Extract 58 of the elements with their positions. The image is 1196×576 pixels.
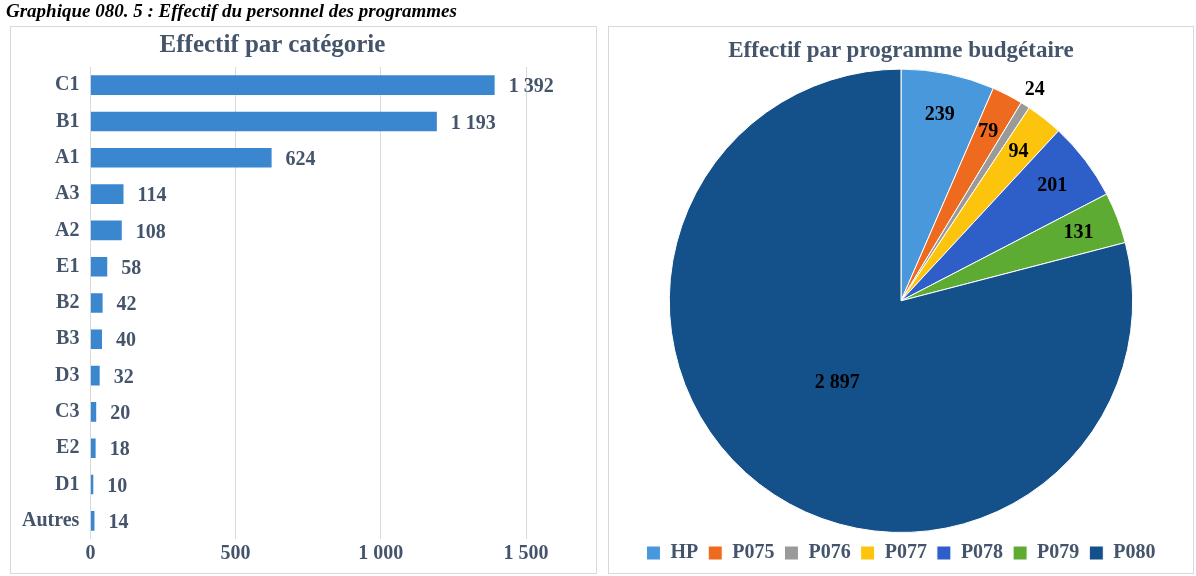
bar	[90, 147, 272, 168]
y-tick-label: A1	[54, 144, 80, 167]
data-label: 108	[135, 219, 166, 242]
y-tick-label: A3	[54, 181, 80, 204]
data-label: 79	[978, 119, 999, 142]
bar	[90, 438, 96, 459]
bar	[90, 184, 124, 204]
data-label: 20	[110, 401, 131, 424]
data-label: 40	[116, 328, 137, 351]
data-label: 32	[113, 364, 134, 387]
y-tick-label: C1	[54, 72, 80, 95]
data-label: 2 897	[814, 370, 860, 393]
y-tick-label: A2	[54, 217, 80, 240]
data-label: 131	[1063, 219, 1094, 242]
data-label: 201	[1037, 172, 1068, 195]
bar	[90, 111, 437, 132]
data-label: 1 193	[450, 110, 496, 133]
data-label: 18	[109, 437, 130, 460]
data-label: 114	[137, 183, 167, 206]
legend-label: P075	[732, 540, 775, 563]
y-tick-label: Autres	[22, 508, 80, 531]
x-tick-label: 0	[85, 541, 96, 564]
bar	[90, 293, 103, 313]
bar	[90, 329, 103, 350]
data-label: 1 392	[508, 74, 554, 97]
legend-label: HP	[670, 540, 699, 563]
y-tick-label: E2	[56, 435, 80, 458]
bar	[90, 365, 100, 386]
data-label: 94	[1008, 138, 1029, 161]
data-label: 10	[107, 473, 128, 496]
legend-label: P080	[1113, 540, 1156, 563]
data-label: 42	[116, 292, 137, 315]
legend-label: P079	[1037, 540, 1080, 563]
x-tick-label: 1 000	[358, 541, 404, 564]
y-tick-label: D3	[54, 362, 80, 385]
bar	[90, 75, 495, 95]
data-label: 624	[285, 146, 316, 169]
bar	[90, 402, 97, 422]
bar	[90, 220, 122, 241]
y-tick-label: B2	[56, 290, 80, 313]
data-label: 239	[924, 101, 955, 124]
y-tick-label: C3	[54, 399, 80, 422]
y-tick-label: D1	[54, 471, 80, 494]
x-tick-label: 1 500	[503, 541, 549, 564]
data-label: 58	[121, 255, 142, 278]
data-label: 24	[1024, 77, 1045, 100]
text: Graphique 080. 5 : Effectif du personnel des programmes	[6, 0, 457, 22]
legend-label: P076	[808, 540, 851, 563]
chart-title: Effectif par catégorie	[159, 30, 386, 58]
bar	[90, 256, 108, 277]
legend-label: P078	[960, 540, 1004, 563]
x-tick-label: 500	[220, 541, 251, 564]
data-label: 14	[108, 510, 129, 533]
y-tick-label: E1	[56, 253, 80, 276]
y-tick-label: B3	[56, 326, 80, 349]
chart-title: Effectif par programme budgétaire	[728, 36, 1074, 62]
legend-label: P077	[884, 540, 927, 563]
y-tick-label: B1	[56, 108, 80, 131]
